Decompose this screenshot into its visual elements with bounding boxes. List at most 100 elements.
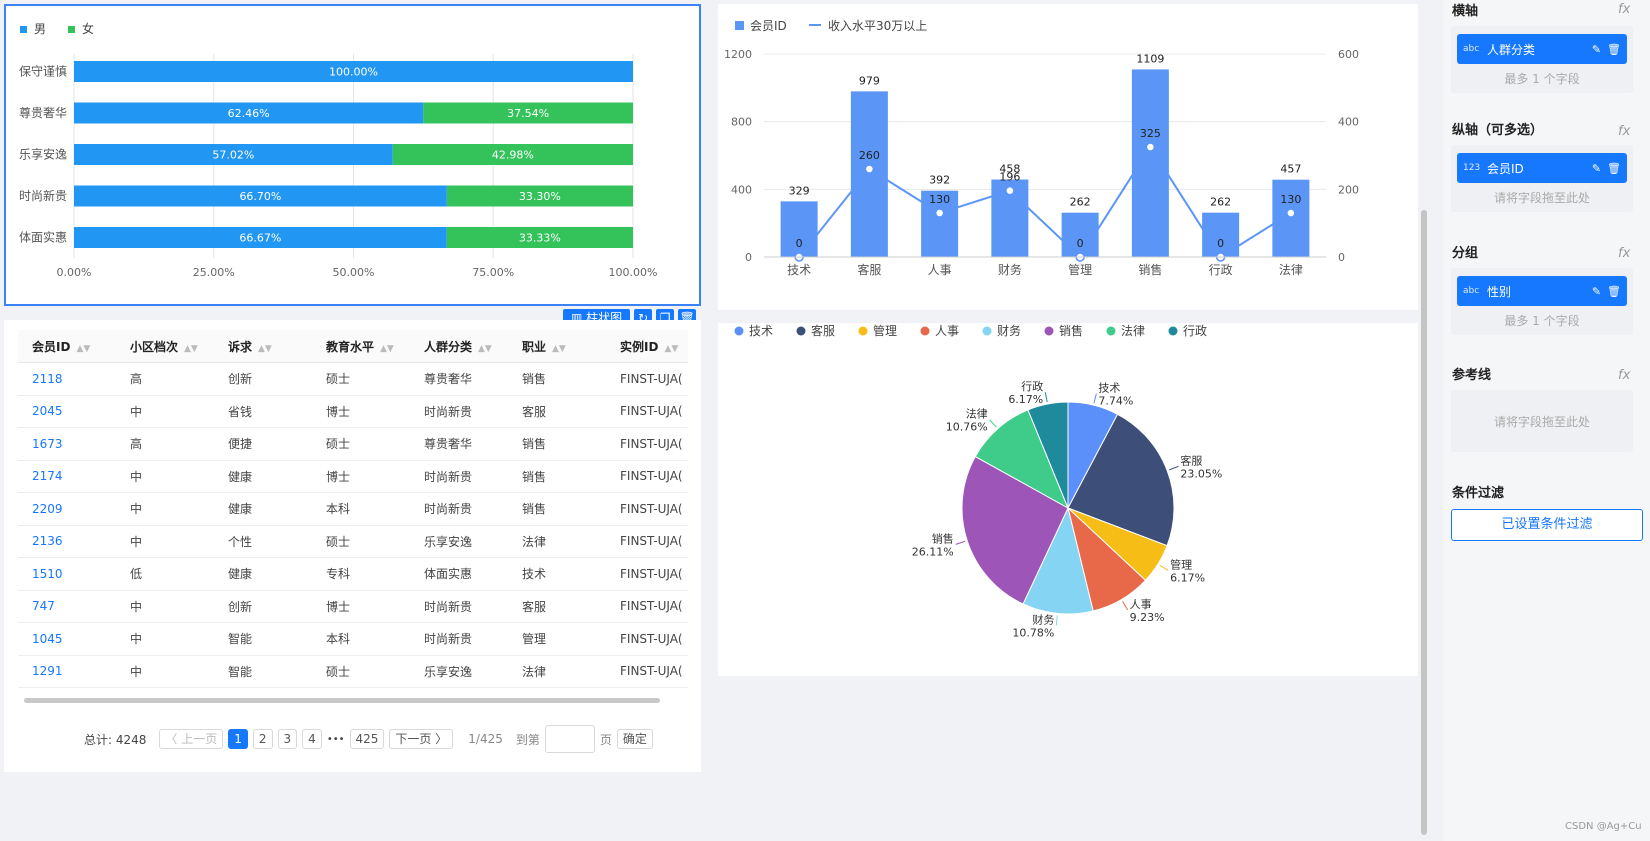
column-header[interactable]: 小区档次 ▲▼	[116, 330, 214, 363]
legend-label[interactable]: 财务	[997, 323, 1021, 338]
bar-segment[interactable]	[446, 227, 633, 248]
pie-slice[interactable]	[974, 409, 1070, 510]
bar[interactable]	[1272, 179, 1310, 257]
prev-page-button[interactable]: 〈 上一页	[159, 729, 224, 749]
legend-label[interactable]: 销售	[1059, 323, 1083, 338]
bar[interactable]	[921, 190, 959, 257]
column-header[interactable]: 教育水平 ▲▼	[312, 330, 410, 363]
sort-icon[interactable]: ▲▼	[552, 343, 566, 354]
edit-icon[interactable]: ✎	[1591, 284, 1602, 298]
bar-segment[interactable]	[74, 185, 447, 207]
member-id-link[interactable]: 1045	[18, 622, 116, 656]
member-id-link[interactable]: 2174	[18, 460, 116, 493]
table-row[interactable]: 2174 中健康 博士 时尚新贵 销售 FINST-UJA(	[18, 460, 688, 493]
page-button[interactable]: 425	[349, 729, 385, 749]
column-header[interactable]: 会员ID ▲▼	[18, 330, 116, 363]
table-row[interactable]: 2118 高创新 硕士 尊贵奢华 销售 FINST-UJA(	[18, 362, 688, 396]
page-jump-input[interactable]	[544, 725, 595, 753]
legend-label[interactable]: 会员ID	[750, 19, 787, 33]
bar-segment[interactable]	[74, 144, 393, 165]
delete-icon[interactable]: 🗑	[1607, 284, 1621, 298]
y-axis-drop-zone[interactable]: 123 会员ID ✎ 🗑 请将字段拖至此处	[1451, 145, 1633, 212]
fx-icon[interactable]: fx	[1618, 368, 1631, 383]
fx-icon[interactable]: fx	[1618, 2, 1631, 17]
bar[interactable]	[1061, 212, 1099, 257]
page-button[interactable]: 3	[277, 729, 298, 749]
table-row[interactable]: 747 中创新 博士 时尚新贵 客服 FINST-UJA(	[18, 590, 688, 623]
member-id-link[interactable]: 1673	[18, 427, 116, 461]
legend-label[interactable]: 管理	[873, 323, 897, 338]
column-header[interactable]: 诉求 ▲▼	[214, 330, 312, 363]
y-axis-field-chip[interactable]: 123 会员ID ✎ 🗑	[1457, 153, 1627, 183]
bar-segment[interactable]	[74, 102, 424, 124]
page-button[interactable]: 2	[252, 729, 273, 749]
stacked-bar-chart-card[interactable]: 男 女 0.00% 25.00% 50.00% 75.00% 100.00% 保守谨慎 100.…	[4, 4, 701, 306]
member-id-link[interactable]: 2045	[18, 395, 116, 428]
page-button[interactable]: 4	[302, 729, 322, 749]
table-row[interactable]: 2136 中个性 硕士 乐享安逸 法律 FINST-UJA(	[18, 525, 688, 558]
legend-label[interactable]: 客服	[811, 323, 835, 338]
bar-segment[interactable]	[423, 102, 633, 124]
column-header[interactable]: 人群分类 ▲▼	[410, 330, 508, 363]
table-row[interactable]: 1673 高便捷 硕士 尊贵奢华 销售 FINST-UJA(	[18, 427, 688, 461]
line-point[interactable]	[864, 164, 875, 174]
bar[interactable]	[1202, 212, 1240, 257]
legend-label[interactable]: 人事	[935, 324, 959, 338]
sort-icon[interactable]: ▲▼	[184, 343, 198, 354]
table-row[interactable]: 1045 中智能 本科 时尚新贵 管理 FINST-UJA(	[18, 622, 688, 656]
table-row[interactable]: 2209 中健康 本科 时尚新贵 销售 FINST-UJA(	[18, 492, 688, 526]
legend-label[interactable]: 女	[82, 21, 94, 36]
table-row[interactable]: 1291 中智能 硕士 乐享安逸 法律 FINST-UJA(	[18, 655, 688, 688]
bar[interactable]	[780, 201, 818, 257]
confirm-button[interactable]: 确定	[616, 729, 653, 749]
group-drop-zone[interactable]: abc 性别 ✎ 🗑 最多 1 个字段	[1451, 268, 1633, 335]
table-row[interactable]: 2045 中省钱 博士 时尚新贵 客服 FINST-UJA(	[18, 395, 688, 428]
bar-segment[interactable]	[392, 144, 633, 165]
horizontal-scrollbar[interactable]	[24, 698, 660, 703]
pie-chart-card[interactable]: 技术 客服 管理 人事 财务 销售 法律 行政 技术 7.74% 客服 23.05% 管理 6.17% 人事…	[718, 323, 1418, 676]
sort-icon[interactable]: ▲▼	[478, 343, 492, 354]
vertical-scrollbar[interactable]	[1421, 210, 1427, 835]
sort-icon[interactable]: ▲▼	[258, 343, 272, 354]
ellipsis[interactable]: •••	[326, 733, 345, 745]
fx-icon[interactable]: fx	[1618, 124, 1631, 139]
bar-segment[interactable]	[74, 61, 633, 82]
pie-slice[interactable]	[1022, 506, 1094, 615]
sort-icon[interactable]: ▲▼	[76, 343, 91, 354]
column-header[interactable]: 职业 ▲▼	[508, 330, 606, 363]
combo-chart-card[interactable]: 会员ID 收入水平30万以上 0 0 400 200 800 400 1200 600 329 技术 9…	[718, 4, 1418, 310]
bar-segment[interactable]	[446, 185, 633, 207]
legend-label[interactable]: 收入水平30万以上	[828, 19, 927, 33]
line-point[interactable]	[1005, 185, 1015, 196]
bar-segment[interactable]	[74, 227, 447, 248]
member-id-link[interactable]: 1291	[18, 655, 116, 688]
bar[interactable]	[1131, 69, 1169, 257]
table-row[interactable]: 1510 低健康 专科 体面实惠 技术 FINST-UJA(	[18, 557, 688, 591]
delete-icon[interactable]: 🗑	[1607, 42, 1621, 56]
bar[interactable]	[850, 91, 888, 257]
legend-label[interactable]: 法律	[1121, 324, 1145, 338]
fx-icon[interactable]: fx	[1618, 246, 1631, 261]
line-point[interactable]	[1145, 142, 1156, 152]
member-id-link[interactable]: 2136	[18, 525, 116, 558]
edit-icon[interactable]: ✎	[1591, 42, 1602, 56]
legend-label[interactable]: 技术	[749, 324, 773, 338]
delete-icon[interactable]: 🗑	[1607, 161, 1621, 175]
filter-button[interactable]: 已设置条件过滤	[1451, 509, 1643, 541]
legend-label[interactable]: 男	[34, 22, 46, 36]
sort-icon[interactable]: ▲▼	[380, 343, 394, 354]
pie-slice[interactable]	[1067, 413, 1175, 547]
next-page-button[interactable]: 下一页 〉	[389, 729, 454, 749]
line-point[interactable]	[934, 208, 945, 218]
x-axis-field-chip[interactable]: abc 人群分类 ✎ 🗑	[1457, 34, 1627, 64]
member-id-link[interactable]: 1510	[18, 557, 116, 591]
sort-icon[interactable]: ▲▼	[664, 343, 679, 354]
member-id-link[interactable]: 747	[18, 590, 116, 623]
line-point[interactable]	[1286, 208, 1296, 218]
member-id-link[interactable]: 2118	[18, 362, 116, 396]
column-header[interactable]: 实例ID ▲▼	[606, 330, 688, 363]
pie-slice[interactable]	[1027, 401, 1069, 509]
series-line[interactable]	[798, 145, 1292, 259]
member-id-link[interactable]: 2209	[18, 492, 116, 526]
legend-label[interactable]: 行政	[1183, 324, 1207, 338]
